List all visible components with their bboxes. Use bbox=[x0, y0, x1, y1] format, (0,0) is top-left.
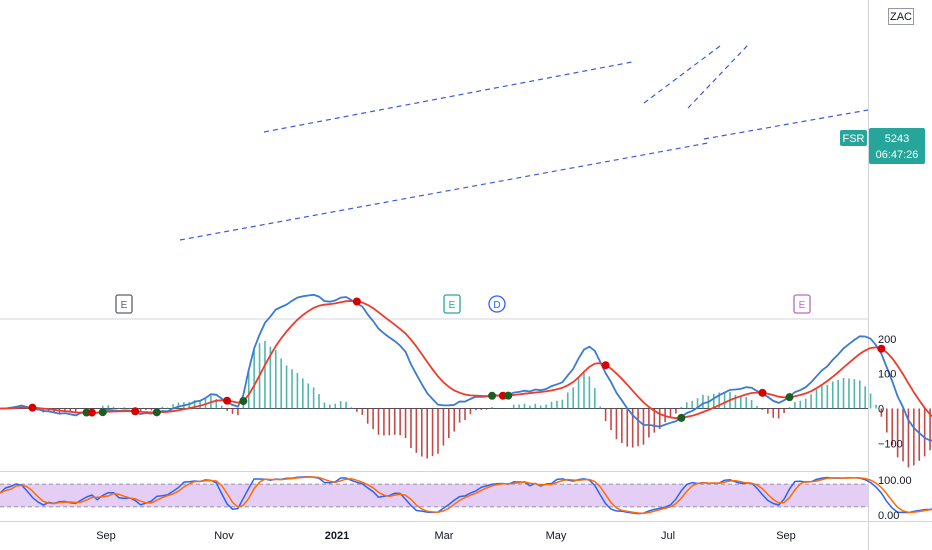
symbol-badge-background bbox=[840, 130, 867, 146]
dividend-marker: D bbox=[488, 295, 506, 313]
time-axis-tick: Sep bbox=[96, 530, 116, 542]
event-letter: E bbox=[121, 300, 128, 311]
stoch-axis-tick: 100.00 bbox=[878, 475, 912, 487]
last-price-value: 5243 bbox=[885, 133, 909, 145]
trendline-3 bbox=[643, 45, 721, 104]
trendline-5 bbox=[703, 109, 869, 140]
event-letter: D bbox=[493, 300, 500, 311]
stoch-axis-tick: 0.00 bbox=[878, 510, 899, 522]
earnings-marker: E bbox=[443, 294, 461, 314]
symbol-label: FSR bbox=[843, 133, 865, 145]
event-letter: E bbox=[799, 300, 806, 311]
channel-trendlines[interactable] bbox=[179, 44, 869, 241]
time-axis-tick: May bbox=[546, 530, 567, 542]
time-axis-tick: Nov bbox=[214, 530, 234, 542]
time-axis-tick: Sep bbox=[776, 530, 796, 542]
time-axis-tick: Jul bbox=[661, 530, 675, 542]
event-letter: E bbox=[449, 300, 456, 311]
trendline-4 bbox=[687, 44, 749, 109]
axes: 42504750575062502001000−100100.000.00Sep… bbox=[96, 334, 912, 542]
price-badge-background bbox=[869, 128, 925, 164]
price-scale-unit-button[interactable]: ZAC bbox=[888, 8, 914, 25]
stoch-d-line bbox=[0, 476, 932, 515]
crossover-dots bbox=[28, 297, 886, 422]
macd-axis-tick: 100 bbox=[878, 369, 896, 381]
stoch-band bbox=[0, 484, 868, 507]
last-price-badge: 5243 06:47:26 bbox=[869, 128, 925, 164]
earnings-upcoming-marker: E bbox=[793, 294, 811, 314]
time-axis-tick: 2021 bbox=[325, 530, 349, 542]
macd-axis-tick: −100 bbox=[878, 438, 903, 450]
macd-histogram bbox=[4, 341, 931, 468]
macd-pane[interactable] bbox=[0, 293, 932, 468]
macd-axis-tick: 0 bbox=[878, 404, 884, 416]
time-axis-tick: Mar bbox=[435, 530, 454, 542]
macd-axis-tick: 200 bbox=[878, 334, 896, 346]
earnings-marker: E bbox=[115, 294, 133, 314]
countdown-value: 06:47:26 bbox=[876, 149, 919, 161]
stochastic-pane[interactable] bbox=[0, 476, 932, 515]
symbol-badge: FSR bbox=[840, 130, 867, 146]
